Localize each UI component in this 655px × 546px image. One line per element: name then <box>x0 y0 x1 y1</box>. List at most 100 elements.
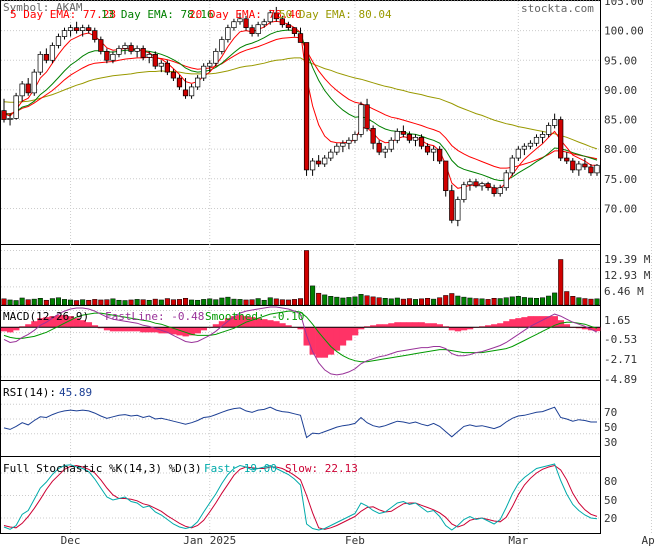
volume-bar <box>189 299 195 306</box>
volume-bar <box>304 250 310 306</box>
candle-body <box>7 118 13 120</box>
volume-bar <box>122 300 128 306</box>
macd-histogram-bar <box>321 327 329 358</box>
candle-body <box>479 183 485 187</box>
macd-histogram-bar <box>61 315 68 328</box>
price-tick-label: 90.00 <box>604 84 637 97</box>
rsi-tick-label: 30 <box>604 436 617 449</box>
volume-bar <box>128 299 134 306</box>
volume-bar <box>152 298 158 306</box>
candle-body <box>225 27 231 40</box>
volume-bar <box>207 298 213 306</box>
candle-body <box>412 136 419 141</box>
axis-tick-labels: 105.00 100.00 95.00 90.00 85.00 80.00 75.00 70.… <box>61 0 655 546</box>
macd-histogram-bar <box>85 322 93 328</box>
candle-body <box>491 187 497 194</box>
volume-bar <box>297 298 304 306</box>
volume-bar <box>285 299 291 306</box>
candle-body <box>49 45 56 61</box>
candle-body <box>418 136 425 147</box>
volume-bar <box>158 299 164 306</box>
macd-histogram-bar <box>152 327 159 333</box>
candle-body <box>570 160 576 171</box>
candle-body <box>128 45 134 52</box>
macd-histogram-bar <box>339 327 347 346</box>
volume-bar <box>437 297 443 306</box>
candle-body <box>382 148 388 153</box>
macd-histogram-bar <box>315 327 322 358</box>
macd-title: MACD(12-26-9) <box>3 310 89 323</box>
macd-histogram-bar <box>370 325 377 328</box>
candle-body <box>213 51 219 64</box>
volume-bar <box>533 298 540 306</box>
candle-body <box>92 30 98 40</box>
candle-body <box>98 39 104 52</box>
volume-bar <box>61 299 68 306</box>
candle-body <box>291 27 298 34</box>
candle-body <box>182 89 189 97</box>
symbol-label: Symbol: AKAM <box>3 1 83 14</box>
macd-histogram-bar <box>575 327 583 329</box>
macd-series <box>0 306 601 376</box>
macd-histogram-bar <box>249 317 256 328</box>
macd-histogram-bar <box>448 327 456 331</box>
candle-body <box>61 30 68 37</box>
macd-histogram-bar <box>418 322 425 328</box>
volume-bar <box>183 298 189 306</box>
candle-body <box>122 45 128 49</box>
macd-histogram-bar <box>345 327 353 341</box>
macd-histogram-bar <box>412 322 419 328</box>
macd-histogram-bar <box>55 315 62 328</box>
macd-histogram-bar <box>128 327 135 332</box>
volume-bar <box>570 296 576 306</box>
macd-histogram-bar <box>279 323 286 328</box>
volume-bar <box>55 297 61 306</box>
candle-body <box>564 157 570 162</box>
macd-histogram-bar <box>67 316 74 328</box>
macd-histogram-bar <box>466 327 474 330</box>
volume-bar <box>334 296 340 306</box>
volume-bar <box>509 296 515 306</box>
macd-histogram-bar <box>424 323 431 328</box>
candle-body <box>364 104 370 129</box>
macd-histogram-bar <box>539 316 546 328</box>
candle-body <box>1 110 7 120</box>
volume-bar <box>7 299 13 306</box>
volume-bar <box>25 299 31 306</box>
ema50-line <box>3 57 598 150</box>
candle-body <box>455 199 461 221</box>
macd-histogram-bar <box>436 324 443 328</box>
macd-tick-label: 1.65 <box>604 314 631 327</box>
price-tick-label: 85.00 <box>604 114 637 127</box>
ema20-legend: 20 Day EMA: 78.40 <box>189 8 302 21</box>
volume-bar <box>140 299 146 306</box>
volume-bar <box>400 298 406 306</box>
price-tick-label: 80.00 <box>604 143 637 156</box>
price-tick-label: 95.00 <box>604 54 637 67</box>
macd-histogram-bar <box>121 327 129 332</box>
macd-histogram-bar <box>109 327 117 332</box>
date-tick-label: Dec <box>61 534 81 546</box>
volume-bar <box>382 298 388 306</box>
volume-bar <box>164 298 170 306</box>
volume-bar <box>19 297 25 306</box>
macd-histogram-bar <box>581 327 589 330</box>
volume-bar <box>92 299 98 306</box>
volume-bar <box>564 291 570 306</box>
candle-body <box>527 142 534 147</box>
macd-histogram-bar <box>91 325 99 328</box>
macd-histogram-bar <box>200 327 208 331</box>
rsi-title: RSI(14): <box>3 386 56 399</box>
macd-histogram-bar <box>212 324 220 328</box>
volume-bar <box>237 299 243 306</box>
macd-histogram-bar <box>357 327 365 330</box>
macd-histogram-bar <box>7 327 14 333</box>
volume-bar <box>249 299 255 306</box>
volume-bar <box>195 299 201 306</box>
candle-body <box>55 36 62 46</box>
candle-body <box>539 134 546 138</box>
candle-body <box>201 65 207 79</box>
candle-body <box>237 18 243 23</box>
macd-histogram-bar <box>73 318 80 328</box>
macd-histogram-bar <box>388 323 395 328</box>
